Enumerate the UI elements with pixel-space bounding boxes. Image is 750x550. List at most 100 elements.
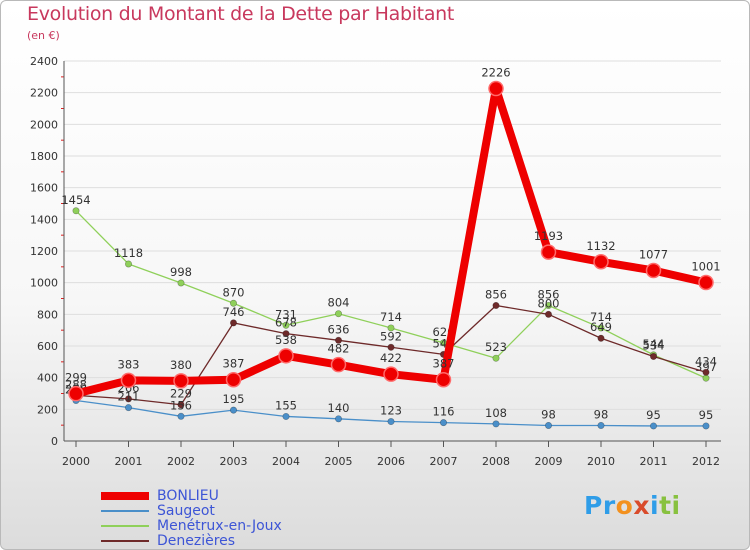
data-label-saugeot: 123 [380,404,402,418]
data-point-saugeot [177,412,185,420]
proxiti-logo: Proxiti [584,491,681,520]
logo-letter: i [650,491,660,520]
data-label-bonlieu: 2226 [481,66,510,80]
data-label-saugeot: 156 [170,398,192,412]
y-tick-label: 1400 [30,213,58,226]
data-label-bonlieu: 383 [118,357,140,371]
data-point-denezieres [387,343,395,351]
data-point-bonlieu [488,80,504,97]
data-label-bonlieu: 1077 [639,247,668,261]
data-label-menetrux-en-joux: 804 [328,296,350,310]
legend-swatch [101,524,149,527]
data-point-saugeot [230,406,238,414]
data-point-bonlieu [383,366,399,382]
data-point-denezieres [597,334,605,342]
data-point-bonlieu [330,356,347,373]
data-label-bonlieu: 299 [65,371,87,385]
data-label-denezieres: 636 [328,322,350,336]
data-point-menetrux-en-joux [282,321,290,329]
data-point-denezieres [282,330,290,338]
data-label-denezieres: 678 [275,316,297,330]
legend-label: Denezières [157,532,236,549]
data-label-denezieres: 856 [485,287,507,301]
data-label-bonlieu: 1132 [586,239,615,253]
data-label-menetrux-en-joux: 870 [223,285,245,299]
data-point-saugeot [702,422,710,430]
legend-item: Saugeot [101,503,282,519]
data-point-menetrux-en-joux [492,354,500,362]
data-point-bonlieu [68,385,84,402]
data-point-bonlieu [540,244,557,260]
legend-item: Denezières [101,532,282,549]
y-tick-label: 2000 [30,118,58,131]
logo-letter: r [602,491,616,520]
data-point-saugeot [334,415,342,423]
data-label-menetrux-en-joux: 523 [485,340,507,354]
x-tick-label: 2002 [167,455,195,468]
data-label-saugeot: 95 [646,408,661,422]
data-label-saugeot: 98 [541,407,556,421]
legend-swatch [101,539,149,542]
data-label-saugeot: 155 [275,398,297,412]
data-label-menetrux-en-joux: 714 [380,310,402,324]
data-point-saugeot [649,422,657,430]
chart-subtitle: (en €) [27,29,60,42]
data-point-denezieres [334,336,342,344]
data-label-menetrux-en-joux: 1118 [114,246,143,260]
data-point-saugeot [544,421,552,429]
data-label-menetrux-en-joux: 714 [590,310,612,324]
x-tick-label: 2010 [587,455,615,468]
y-tick-label: 2400 [30,55,58,68]
data-point-bonlieu [120,372,137,389]
legend-swatch [101,509,149,512]
y-tick-label: 400 [37,372,58,385]
legend-swatch [101,491,149,500]
y-tick-label: 800 [37,308,58,321]
data-point-denezieres [649,352,657,360]
chart-legend: BONLIEU Saugeot Menétrux-en-Joux Denezières [101,487,282,549]
x-tick-label: 2000 [62,455,90,468]
x-tick-label: 2006 [377,455,405,468]
data-point-saugeot [125,404,133,412]
data-point-bonlieu [593,254,609,270]
data-point-saugeot [492,420,500,428]
data-point-saugeot [387,418,395,426]
data-point-saugeot [282,412,290,420]
logo-letter: i [671,491,681,520]
data-point-menetrux-en-joux [177,279,185,287]
y-tick-label: 1800 [30,150,58,163]
data-point-denezieres [492,301,500,309]
data-label-saugeot: 98 [594,407,609,421]
data-label-menetrux-en-joux: 731 [275,307,297,321]
y-tick-label: 1000 [30,277,58,290]
data-label-bonlieu: 482 [328,342,350,356]
legend-label: BONLIEU [157,487,219,504]
logo-letter: P [584,491,603,520]
data-point-bonlieu [435,371,452,388]
data-point-saugeot [439,419,447,427]
data-label-bonlieu: 387 [223,357,245,371]
data-point-bonlieu [645,262,662,279]
data-label-saugeot: 116 [433,405,455,419]
legend-item: Menétrux-en-Joux [101,517,282,534]
data-label-denezieres: 746 [223,305,245,319]
data-label-saugeot: 140 [328,401,350,415]
data-label-bonlieu: 387 [433,357,455,371]
x-tick-label: 2005 [325,455,353,468]
x-tick-label: 2001 [115,455,143,468]
data-label-denezieres: 229 [170,387,192,401]
data-point-bonlieu [698,274,714,291]
data-point-denezieres [125,395,133,403]
data-point-menetrux-en-joux [597,324,605,332]
legend-label: Menétrux-en-Joux [157,517,282,534]
data-label-saugeot: 195 [223,392,245,406]
chart-title: Evolution du Montant de la Dette par Hab… [27,3,455,25]
data-point-saugeot [597,421,605,429]
data-label-menetrux-en-joux: 856 [538,287,560,301]
y-tick-label: 200 [37,403,58,416]
data-label-denezieres: 288 [65,377,87,391]
data-point-menetrux-en-joux [334,310,342,318]
data-point-bonlieu [225,371,242,388]
data-point-denezieres [177,401,185,409]
data-point-menetrux-en-joux [387,324,395,332]
